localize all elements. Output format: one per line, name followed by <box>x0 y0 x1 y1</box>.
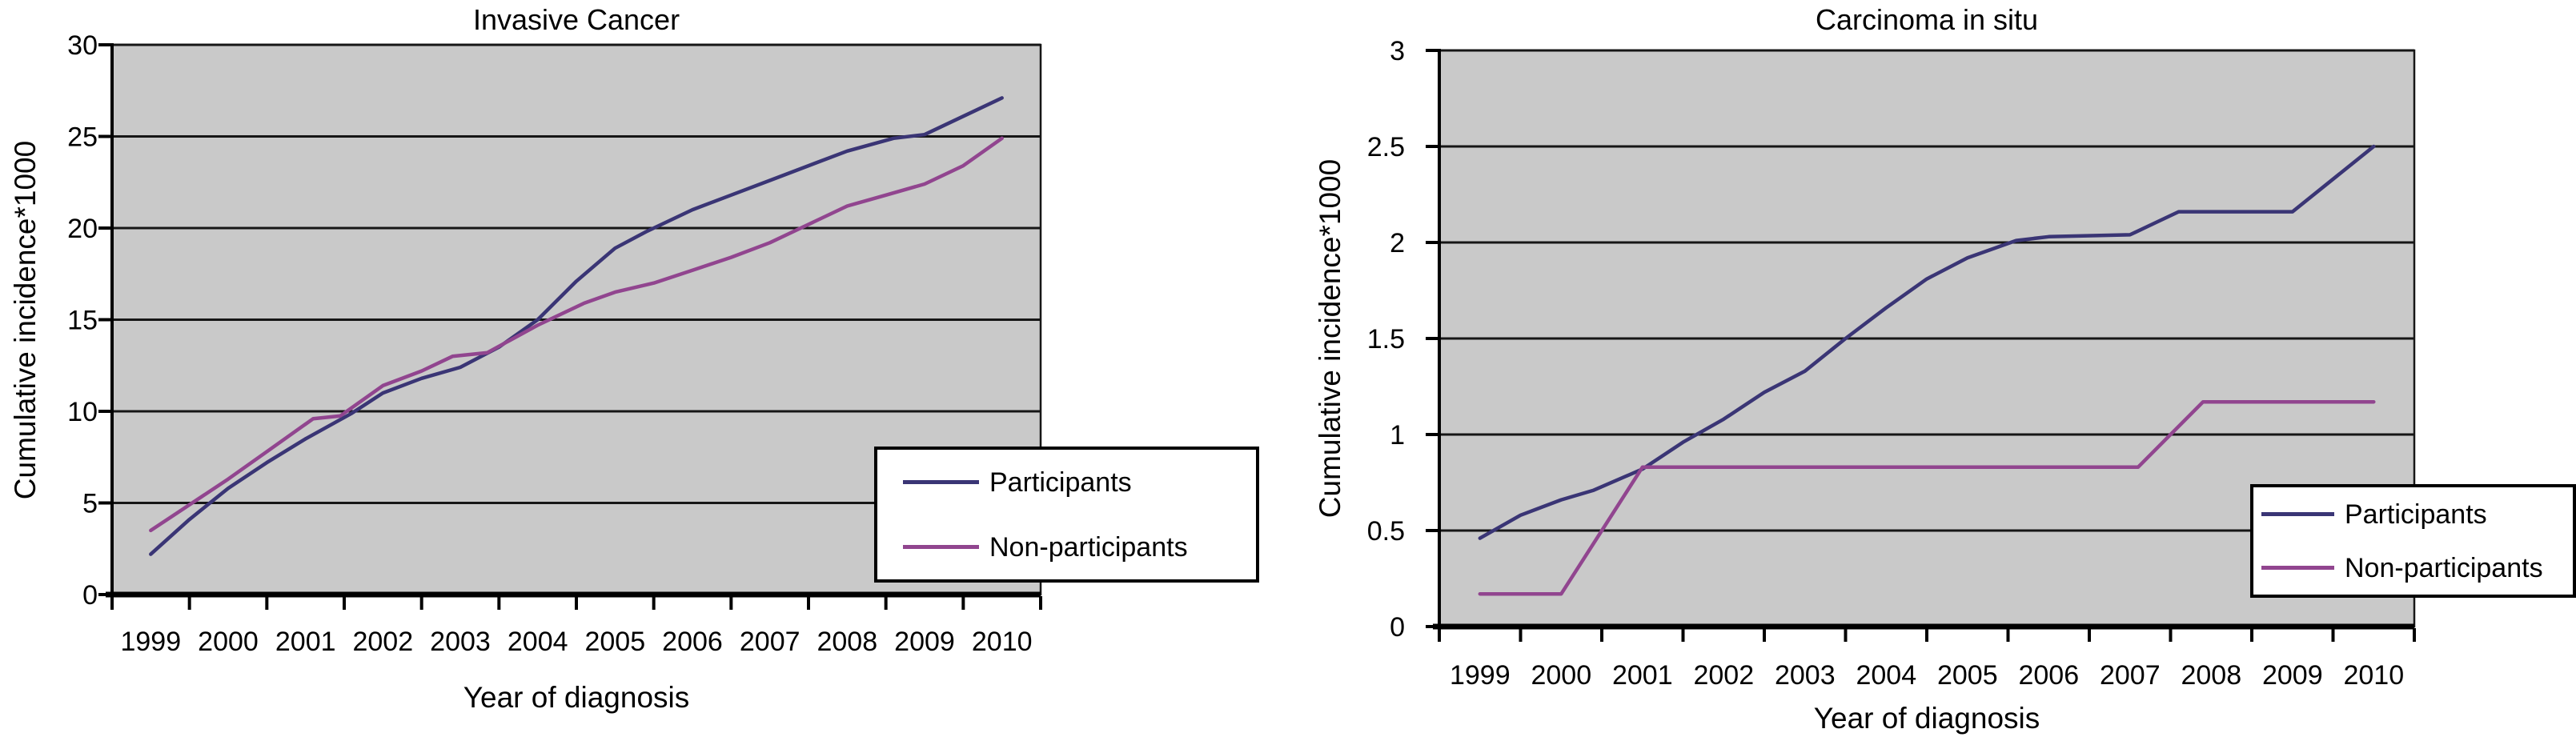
non-participants-line-sample <box>903 545 979 549</box>
x-tick-label: 2000 <box>198 627 259 657</box>
y-tick-label: 5 <box>82 489 98 519</box>
y-tick-label: 3 <box>1390 36 1405 66</box>
chart-title-carcinoma-in-situ: Carcinoma in situ <box>1815 3 2039 36</box>
y-tick-label: 1.5 <box>1367 324 1405 354</box>
x-tick-label: 2010 <box>972 627 1033 657</box>
participants-line-sample <box>903 480 979 484</box>
x-axis-title-left: Year of diagnosis <box>463 681 690 714</box>
x-tick-label: 2006 <box>662 627 723 657</box>
series-line-participants <box>1478 144 2376 540</box>
x-tick-label: 2008 <box>817 627 877 657</box>
x-tick-label: 2001 <box>1612 660 1673 691</box>
series-line-participants <box>149 96 1004 556</box>
x-tick-label: 2006 <box>2018 660 2079 691</box>
series-line-non-participants <box>149 136 1004 533</box>
x-tick-label: 2005 <box>584 627 645 657</box>
series-line-non-participants <box>1478 399 2376 596</box>
chart-group-0: 1999 2000 2001 2002 2003 2004 2005 2006 2007 2008… <box>67 30 1042 657</box>
y-tick-label: 25 <box>67 122 98 153</box>
legend-label-participants: Participants <box>2345 499 2487 530</box>
x-tick-label: 2009 <box>894 627 955 657</box>
y-tick-label: 2 <box>1390 228 1405 258</box>
y-tick-label: 2.5 <box>1367 132 1405 162</box>
y-tick-label: 0.5 <box>1367 516 1405 547</box>
y-axis-title-right: Cumulative incidence*1000 <box>1314 158 1346 519</box>
x-tick-label: 2002 <box>352 627 413 657</box>
legend-item-non-participants: Non-participants <box>2261 555 2573 582</box>
x-tick-label: 2004 <box>508 627 568 657</box>
legend-item-non-participants: Non-participants <box>903 534 1256 561</box>
x-tick-label: 2007 <box>740 627 800 657</box>
y-tick-label: 30 <box>67 30 98 61</box>
x-tick-label: 1999 <box>120 627 181 657</box>
chart-title-invasive-cancer: Invasive Cancer <box>472 3 680 36</box>
legend-item-participants: Participants <box>903 469 1256 496</box>
y-tick-label: 0 <box>82 580 98 611</box>
x-tick-label: 2000 <box>1531 660 1591 691</box>
x-axis-title-right: Year of diagnosis <box>1813 702 2040 735</box>
legend-label-non-participants: Non-participants <box>989 531 1188 563</box>
non-participants-line-sample <box>2261 566 2334 570</box>
y-tick-label: 0 <box>1390 612 1405 643</box>
x-tick-label: 2002 <box>1693 660 1754 691</box>
y-tick-label: 1 <box>1390 420 1405 451</box>
x-tick-label: 2005 <box>1937 660 1998 691</box>
y-tick-label: 10 <box>67 397 98 427</box>
x-tick-label: 2010 <box>2343 660 2404 691</box>
legend-invasive-cancer: Participants Non-participants <box>874 447 1259 583</box>
y-tick-label: 15 <box>67 306 98 336</box>
legend-label-non-participants: Non-participants <box>2345 552 2543 583</box>
y-axis-title-left: Cumulative incidence*1000 <box>9 140 42 500</box>
x-tick-label: 1999 <box>1450 660 1511 691</box>
legend-item-participants: Participants <box>2261 501 2573 528</box>
x-tick-label: 2008 <box>2181 660 2241 691</box>
x-tick-label: 2007 <box>2100 660 2161 691</box>
participants-line-sample <box>2261 512 2334 516</box>
y-tick-label: 20 <box>67 214 98 244</box>
legend-carcinoma-in-situ: Participants Non-participants <box>2250 484 2576 598</box>
x-tick-label: 2003 <box>430 627 491 657</box>
x-tick-label: 2003 <box>1775 660 1836 691</box>
x-tick-label: 2004 <box>1856 660 1916 691</box>
legend-label-participants: Participants <box>989 467 1132 498</box>
x-tick-label: 2009 <box>2262 660 2323 691</box>
x-tick-label: 2001 <box>275 627 336 657</box>
